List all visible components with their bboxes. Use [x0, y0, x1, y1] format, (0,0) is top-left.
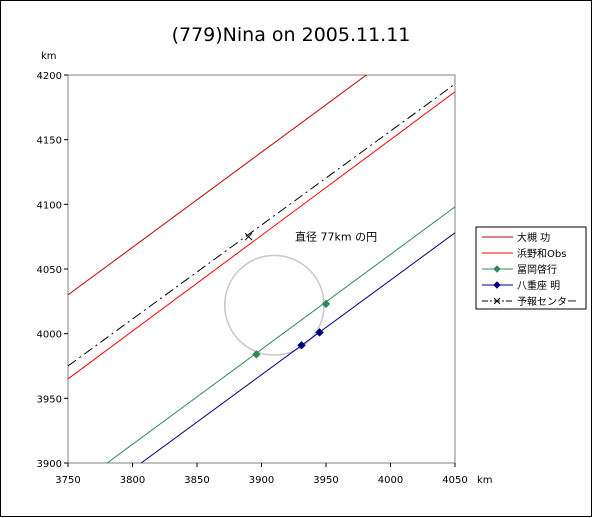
x-tick-label: 3900 [249, 475, 274, 486]
plot-border [67, 74, 456, 464]
y-tick-label: 4150 [37, 136, 62, 147]
y-tick-label: 3950 [37, 394, 62, 405]
marker-layer [244, 232, 331, 359]
series-2-legend-marker [493, 265, 501, 273]
series-3-marker [297, 341, 306, 350]
y-tick-label: 4050 [37, 265, 62, 276]
series-layer [68, 75, 455, 463]
series-4-legend-label: 予報センター [517, 296, 577, 308]
x-axis-unit: km [477, 475, 493, 486]
series-3-line [140, 232, 455, 463]
y-tick-label: 3900 [37, 459, 62, 470]
series-3-legend-label: 八重座 明 [517, 279, 560, 292]
series-2-line [106, 206, 455, 463]
series-1-line [68, 91, 455, 380]
series-2-legend-label: 冨岡啓行 [517, 263, 557, 276]
y-tick-label: 4000 [37, 330, 62, 341]
y-tick-label: 4100 [37, 200, 62, 211]
series-0-line [68, 75, 368, 296]
x-tick-label: 4050 [442, 475, 467, 486]
x-tick-label: 4000 [378, 475, 403, 486]
series-3-legend-marker [493, 281, 501, 289]
y-tick-label: 4200 [37, 71, 62, 82]
series-4-marker [244, 232, 253, 241]
plot-area [67, 74, 456, 464]
series-2-marker [252, 350, 261, 359]
x-axis-ticks: 3750 3800 3850 3900 3950 4000 4050 [55, 463, 468, 486]
series-2-marker [321, 299, 331, 309]
x-tick-label: 3750 [55, 475, 80, 486]
series-3-marker [315, 328, 324, 337]
series-1-legend-label: 浜野和Obs [517, 248, 566, 260]
circle-annotation: 直径 77km の円 [295, 230, 377, 244]
y-axis-ticks: 3900 3950 4000 4050 4100 4150 4200 [37, 71, 68, 470]
y-axis-unit: km [41, 51, 57, 62]
x-tick-label: 3850 [184, 475, 209, 486]
series-4-legend-marker [493, 297, 501, 305]
series-0-legend-label: 大槻 功 [517, 231, 550, 244]
x-tick-label: 3800 [120, 475, 145, 486]
chart-title: (779)Nina on 2005.11.11 [172, 24, 411, 46]
x-tick-label: 3950 [313, 475, 338, 486]
